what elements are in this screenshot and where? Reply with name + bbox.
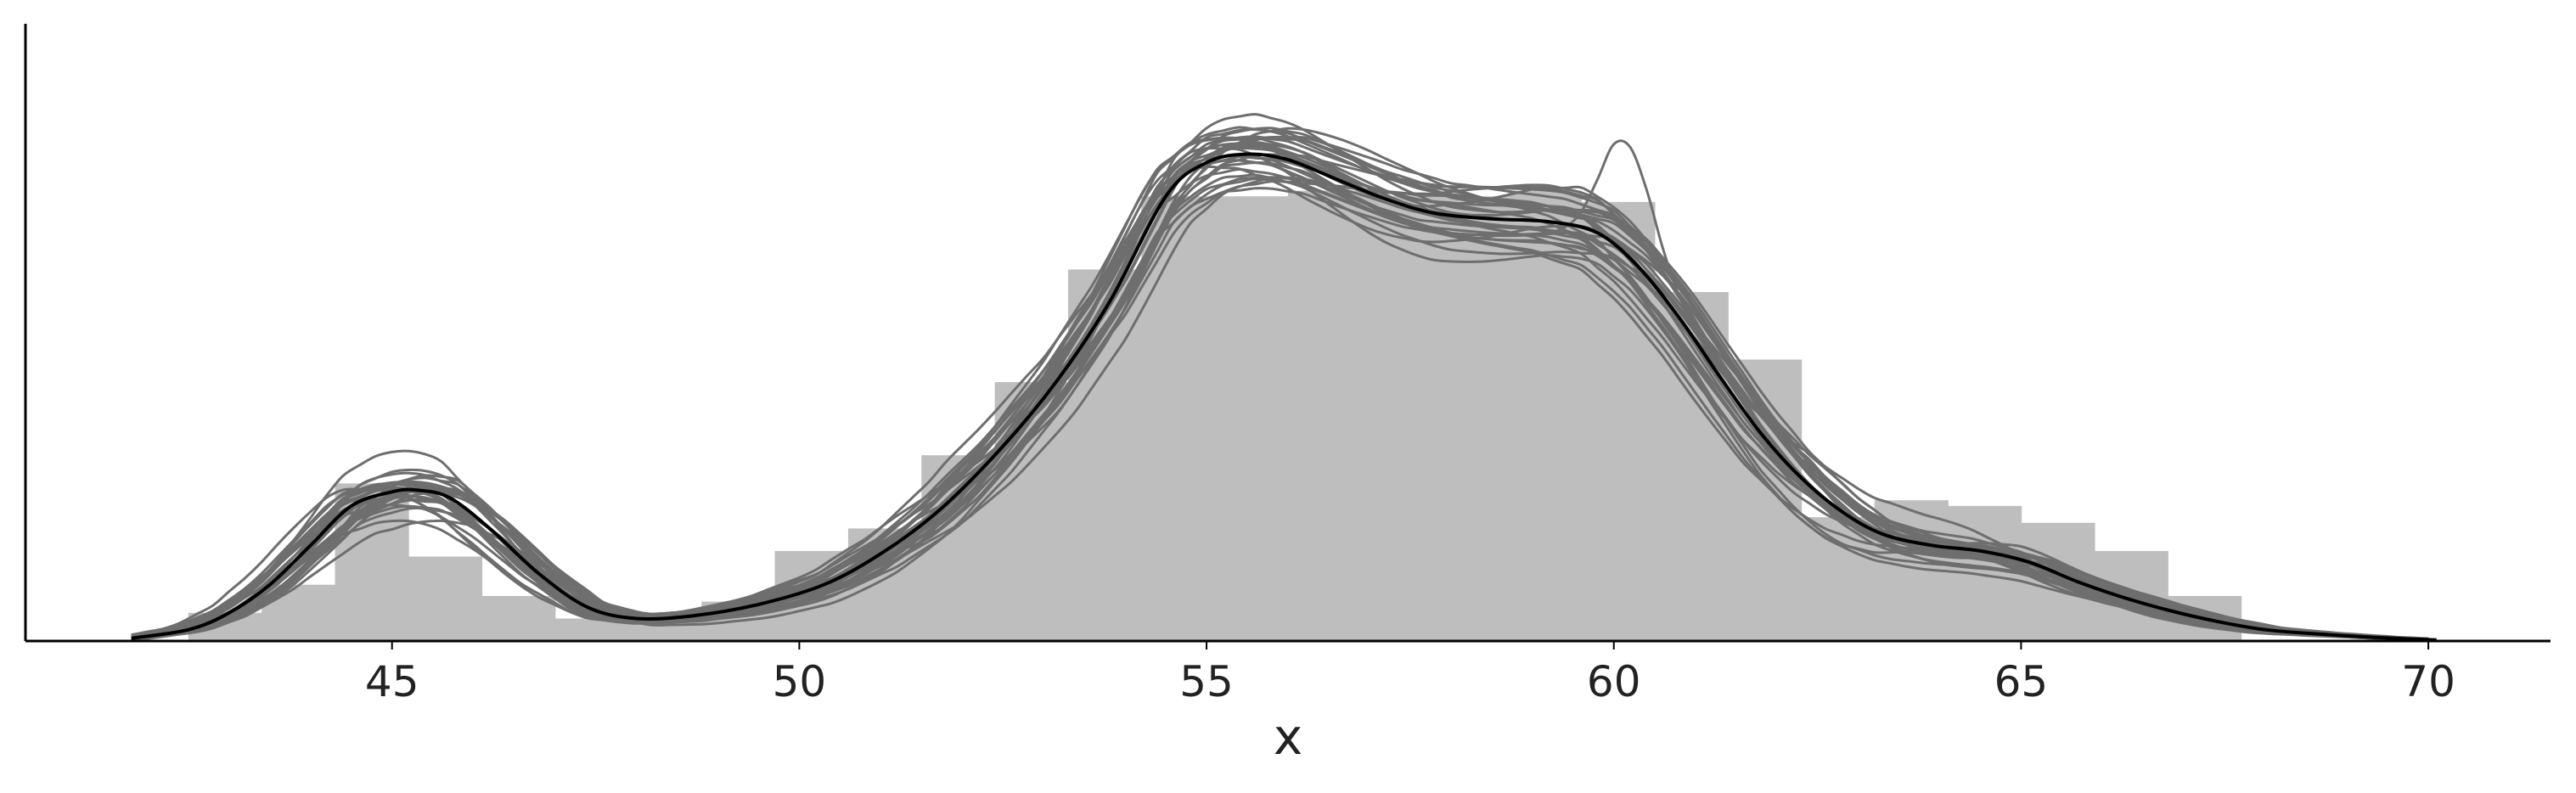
histogram-bar	[481, 595, 556, 641]
posterior-draw-line	[131, 135, 2429, 641]
x-tick-label: 65	[1994, 657, 2049, 706]
histogram-bar	[1434, 196, 1509, 642]
histogram-bar	[1801, 517, 1876, 641]
histogram-bar	[1141, 196, 1216, 642]
x-tick-label: 55	[1179, 657, 1234, 706]
posterior-draw-line	[131, 136, 2429, 641]
histogram-bar	[1288, 190, 1363, 642]
x-tick-label: 60	[1587, 657, 1641, 706]
x-tick-label: 70	[2401, 657, 2455, 706]
histogram-bars	[188, 190, 2242, 642]
x-axis-ticks: 45 50 55 60 65 70	[365, 641, 2455, 706]
posterior-draw-line	[131, 176, 2429, 641]
histogram-bar	[1214, 196, 1289, 642]
mean-density-line	[131, 152, 2437, 642]
histogram-bar	[408, 556, 483, 641]
x-tick-label: 50	[773, 657, 827, 706]
posterior-draw-line	[131, 147, 2429, 641]
x-tick-label: 45	[365, 657, 419, 706]
mean-density-curve-group	[131, 152, 2437, 642]
posterior-draw-line	[131, 153, 2429, 642]
x-axis-title: x	[1274, 708, 1302, 766]
histogram-bar	[1361, 196, 1436, 642]
posterior-draw-line	[131, 146, 2429, 642]
